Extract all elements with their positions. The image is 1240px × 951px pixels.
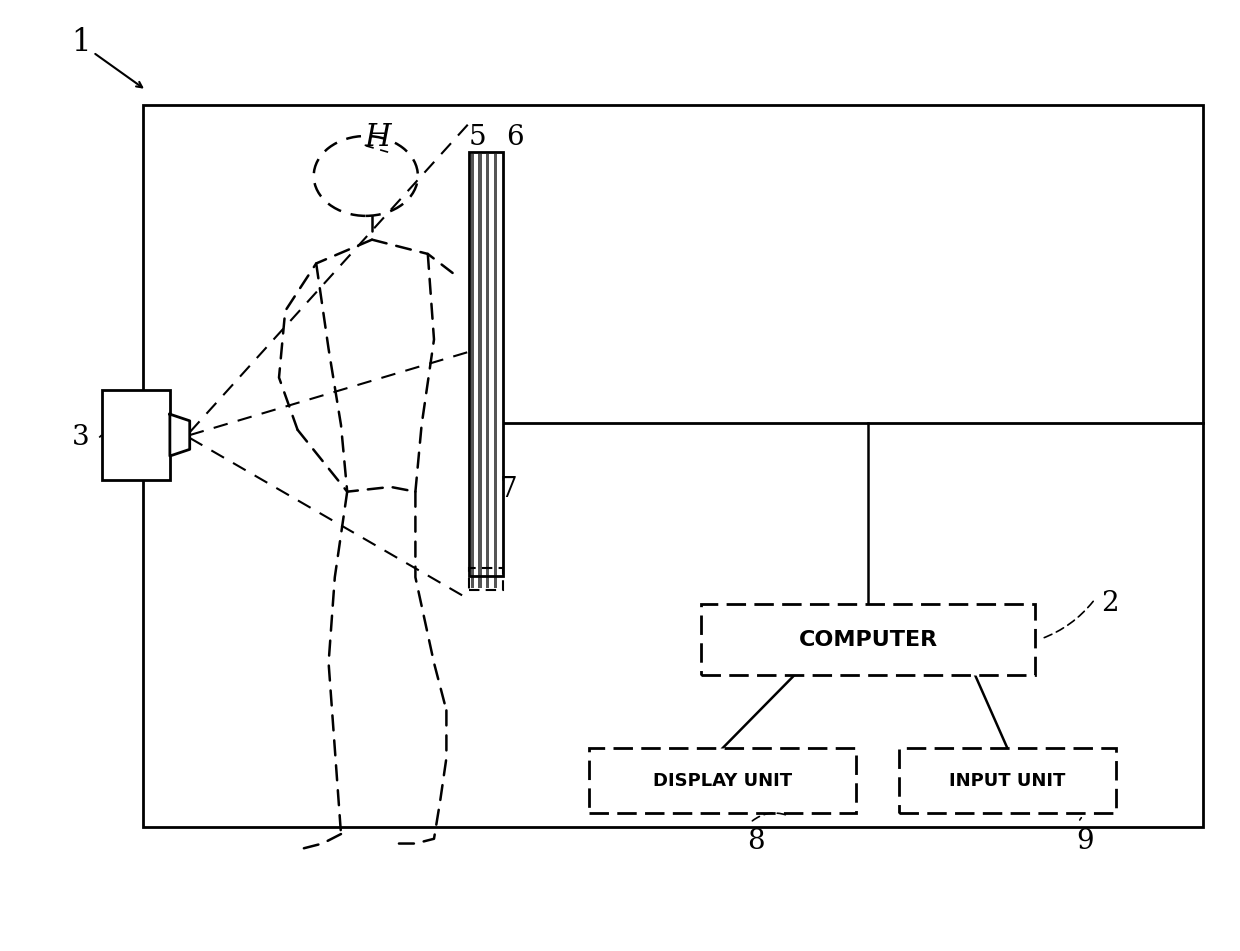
Text: INPUT UNIT: INPUT UNIT <box>950 772 1065 789</box>
Bar <box>486 154 490 588</box>
Text: 3: 3 <box>72 424 89 451</box>
Text: 2: 2 <box>1101 591 1118 617</box>
Bar <box>589 748 856 813</box>
Bar <box>143 105 1203 827</box>
Bar <box>494 154 497 588</box>
Text: H: H <box>365 123 392 153</box>
Bar <box>102 390 170 480</box>
Bar <box>701 604 1035 675</box>
Bar <box>469 152 503 590</box>
Bar <box>469 152 503 576</box>
Text: 6: 6 <box>506 125 523 151</box>
Bar <box>899 748 1116 813</box>
Bar <box>471 154 474 588</box>
Text: 8: 8 <box>748 828 765 855</box>
Text: 5: 5 <box>469 125 486 151</box>
Text: DISPLAY UNIT: DISPLAY UNIT <box>652 772 792 789</box>
Text: 7: 7 <box>500 476 517 503</box>
Polygon shape <box>170 415 190 456</box>
Text: 9: 9 <box>1076 828 1094 855</box>
Bar <box>479 154 481 588</box>
Bar <box>469 568 503 590</box>
Text: COMPUTER: COMPUTER <box>799 630 937 650</box>
Text: 1: 1 <box>71 28 91 58</box>
